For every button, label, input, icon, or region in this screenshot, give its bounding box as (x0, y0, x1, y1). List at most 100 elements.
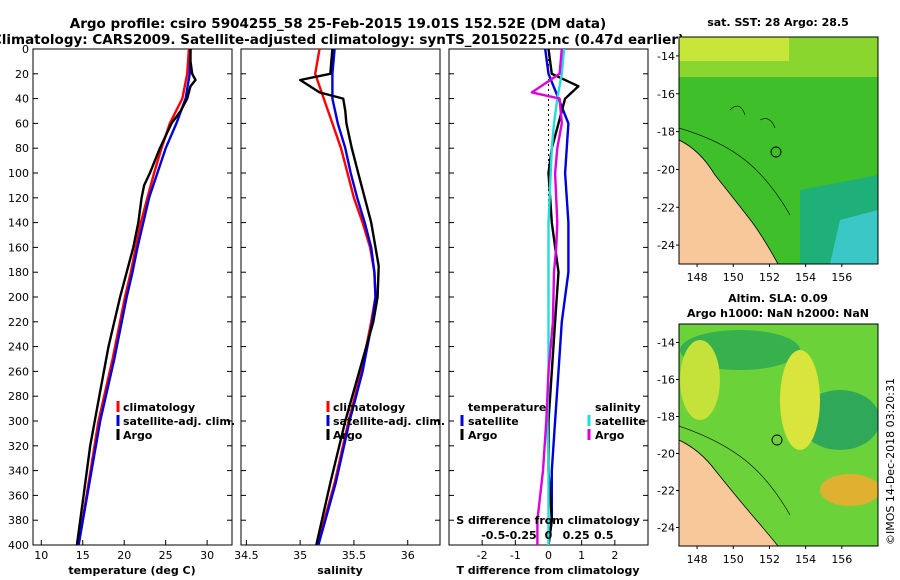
legend-argo-label: Argo (333, 429, 363, 442)
s-diff-tick-label: 0 (545, 529, 553, 542)
map-lon-label: 150 (723, 553, 744, 566)
sst-isobath (679, 127, 791, 216)
s-diff-tick-label: 0.25 (563, 529, 590, 542)
sla-isobath (679, 425, 791, 516)
map-lon-label: 152 (759, 553, 780, 566)
argo-float-marker (771, 434, 783, 446)
map-lat-label: -18 (657, 126, 675, 139)
temperature-axis-ticks: 10 15 20 25 30020406080100120140160180200220… (8, 43, 232, 562)
sst-map-frame (678, 36, 879, 265)
y-tick-label: 180 (8, 266, 29, 279)
x-tick-label: 15 (76, 549, 90, 562)
x-tick-label: 10 (34, 549, 48, 562)
map-lat-label: -16 (657, 374, 675, 387)
figure-title-line-1: Argo profile: csiro 5904255_58 25-Feb-20… (70, 16, 606, 32)
y-tick-label: 40 (15, 93, 29, 106)
map-lon-label: 156 (831, 553, 852, 566)
legend-argo-label: Argo (123, 429, 153, 442)
difference-legend: temperature satellite Argo salinity sate… (460, 401, 646, 442)
s-diff-tick-label: 0.5 (594, 529, 614, 542)
salinity-legend: climatology satellite-adj. clim. Argo (326, 401, 445, 442)
y-tick-label: 320 (8, 440, 29, 453)
s-difference-xlabel: S difference from climatology (456, 514, 640, 527)
series-line-climatology (77, 49, 191, 545)
sla-land (679, 439, 779, 546)
map-lat-label: -24 (657, 522, 675, 535)
series-line-satellite-adj-clim- (317, 49, 377, 545)
x-tick-label: -1 (510, 549, 521, 562)
map-lon-label: 148 (687, 553, 708, 566)
legend-climatology-label: climatology (123, 401, 195, 414)
y-tick-label: 140 (8, 217, 29, 230)
x-tick-label: 30 (200, 549, 214, 562)
map-lat-label: -14 (657, 50, 675, 63)
x-tick-label: 0 (545, 549, 552, 562)
map-lat-label: -20 (657, 163, 675, 176)
series-line-s-satellite (546, 49, 566, 545)
figure-title-line-2: Climatology: CARS2009. Satellite-adjuste… (0, 32, 684, 48)
sla-map-ticks: -14 -16 -18 -20 -22 -24 148 150 152 154 156 (657, 337, 852, 567)
map-lon-label: 154 (795, 553, 816, 566)
salinity-xlabel: salinity (317, 564, 363, 577)
map-lat-label: -22 (657, 485, 675, 498)
series-line-s-argo (530, 49, 563, 545)
sst-map-title: sat. SST: 28 Argo: 28.5 (707, 16, 849, 29)
y-tick-label: 20 (15, 68, 29, 81)
temperature-series (75, 49, 197, 545)
x-tick-label: 35.5 (342, 549, 367, 562)
y-tick-label: 280 (8, 390, 29, 403)
sst-reef-outlines (729, 105, 776, 129)
legend-satellite-label: satellite-adj. clim. (123, 415, 235, 428)
copyright-stamp: ©IMOS 14-Dec-2018 03:20:31 (884, 378, 897, 545)
x-tick-label: 2 (611, 549, 618, 562)
y-tick-label: 80 (15, 142, 29, 155)
legend-t-satellite-label: satellite (468, 415, 519, 428)
sla-map (679, 324, 878, 546)
s-difference-ticks: -0.5 -0.25 0 0.25 0.5 (481, 529, 613, 542)
y-tick-label: 60 (15, 117, 29, 130)
sla-map-title-1: Altim. SLA: 0.09 (728, 292, 828, 305)
map-lon-label: 154 (795, 271, 816, 284)
s-diff-tick-label: -0.25 (505, 529, 537, 542)
x-tick-label: 34.5 (234, 549, 259, 562)
y-tick-label: 240 (8, 341, 29, 354)
y-tick-label: 300 (8, 415, 29, 428)
y-tick-label: 360 (8, 489, 29, 502)
y-tick-label: 160 (8, 241, 29, 254)
sst-map-ticks: -14 -16 -18 -20 -22 -24 148 150 152 154 156 (657, 50, 852, 284)
t-difference-xlabel: T difference from climatology (456, 564, 639, 577)
y-tick-label: 220 (8, 316, 29, 329)
salinity-panel-frame (240, 48, 441, 546)
y-tick-label: 200 (8, 291, 29, 304)
y-tick-label: 0 (22, 43, 29, 56)
y-tick-label: 380 (8, 514, 29, 527)
temperature-legend: climatology satellite-adj. clim. Argo (116, 401, 235, 442)
sla-high-2 (820, 474, 878, 506)
map-lat-label: -20 (657, 448, 675, 461)
argo-float-marker (770, 146, 782, 158)
y-tick-label: 100 (8, 167, 29, 180)
map-lat-label: -18 (657, 411, 675, 424)
legend-temperature-heading: temperature (468, 401, 546, 414)
map-lon-label: 150 (723, 271, 744, 284)
sla-map-title-2: Argo h1000: NaN h2000: NaN (687, 307, 869, 320)
salinity-series (299, 49, 380, 545)
y-tick-label: 400 (8, 539, 29, 552)
x-tick-label: 20 (117, 549, 131, 562)
difference-series (530, 49, 580, 545)
legend-satellite-label: satellite-adj. clim. (333, 415, 445, 428)
sst-warmest-band (679, 37, 789, 61)
legend-s-argo-label: Argo (595, 429, 625, 442)
sst-coolest-patch (830, 210, 878, 264)
series-line-argo (299, 49, 380, 545)
x-tick-label: 25 (159, 549, 173, 562)
temperature-panel-frame (32, 48, 233, 546)
legend-t-argo-label: Argo (468, 429, 498, 442)
legend-s-satellite-label: satellite (595, 415, 646, 428)
s-diff-tick-label: -0.5 (481, 529, 505, 542)
temperature-xlabel: temperature (deg C) (68, 564, 195, 577)
y-tick-label: 340 (8, 465, 29, 478)
map-lat-label: -24 (657, 239, 675, 252)
legend-salinity-heading: salinity (595, 401, 641, 414)
map-lat-label: -16 (657, 88, 675, 101)
